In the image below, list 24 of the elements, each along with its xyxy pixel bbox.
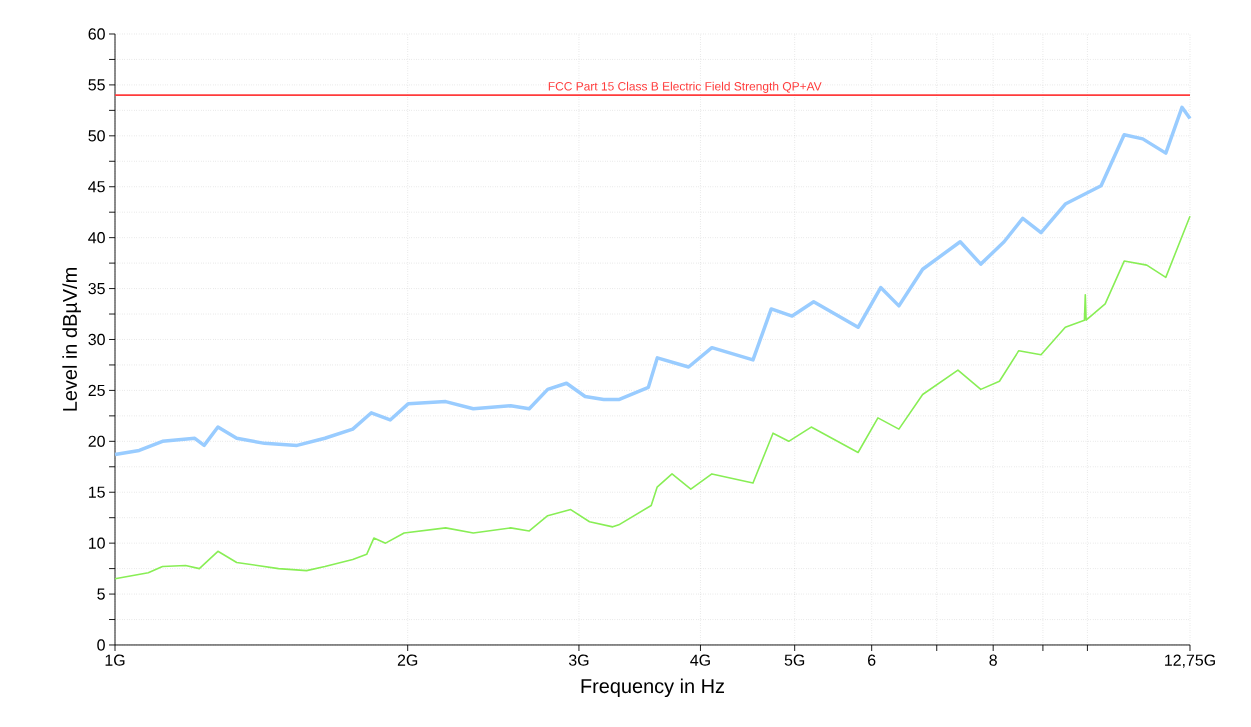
y-tick-label: 60: [88, 28, 105, 40]
x-tick-label: 6: [868, 654, 876, 666]
ref-line-label: FCC Part 15 Class B Electric Field Strength QP+AV: [548, 81, 822, 93]
x-tick-label: 8: [989, 654, 997, 666]
y-axis-title: Level in dBµV/m: [62, 268, 81, 411]
y-tick-label: 50: [88, 130, 105, 142]
y-tick-label: 15: [89, 486, 105, 498]
y-tick-label: 20: [88, 435, 105, 447]
x-tick-label: 1G: [105, 654, 125, 666]
y-tick-label: 35: [88, 282, 105, 295]
x-tick-label: 4G: [690, 654, 710, 666]
x-tick-label: 12,75G: [1165, 654, 1215, 668]
y-tick-label: 55: [88, 79, 105, 91]
y-tick-label: 0: [97, 639, 105, 651]
y-tick-label: 45: [88, 181, 105, 193]
y-tick-label: 40: [88, 232, 105, 244]
x-tick-label: 5G: [784, 654, 805, 666]
y-tick-label: 25: [88, 384, 105, 397]
y-tick-label: 30: [88, 333, 105, 346]
x-axis-title: Frequency in Hz: [581, 678, 725, 698]
y-tick-label: 10: [89, 537, 105, 549]
y-tick-label: 5: [97, 588, 105, 600]
x-tick-label: 2G: [397, 654, 418, 666]
x-tick-label: 3G: [568, 654, 589, 666]
